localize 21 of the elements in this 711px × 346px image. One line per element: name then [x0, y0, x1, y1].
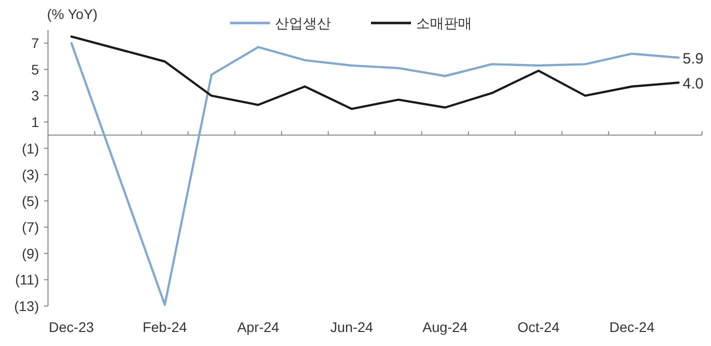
ylabel: (% YoY): [47, 6, 98, 22]
xtick: Aug-24: [422, 319, 468, 335]
ytick: 7: [31, 35, 39, 52]
xtick: Jun-24: [330, 319, 374, 335]
ytick: (9): [22, 245, 39, 262]
xtick: Dec-23: [48, 319, 94, 335]
ytick: 5: [31, 61, 39, 78]
xtick: Feb-24: [142, 319, 187, 335]
ytick: (11): [15, 272, 39, 288]
xtick: Oct-24: [518, 319, 560, 335]
ytick: (7): [22, 219, 39, 236]
xtick: Apr-24: [237, 319, 280, 335]
ytick: (1): [22, 140, 39, 156]
ytick: (5): [22, 192, 39, 209]
xtick: Dec-24: [609, 319, 654, 335]
ytick: 1: [31, 114, 39, 130]
value-label: 4.0: [682, 76, 704, 93]
ytick: (3): [22, 166, 39, 183]
value-label: 5.9: [682, 50, 704, 68]
ytick: 3: [31, 88, 39, 104]
ytick: (13): [14, 298, 39, 314]
